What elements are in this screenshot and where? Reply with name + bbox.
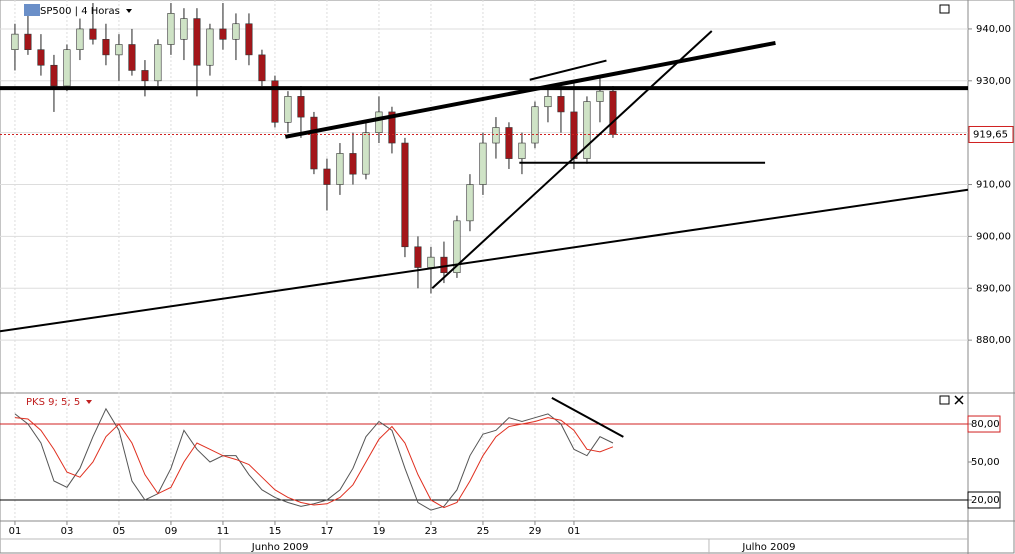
candle-body [375, 111, 383, 133]
candle-body [76, 28, 84, 50]
indicator-title[interactable]: PKS 9; 5; 5 [26, 397, 80, 408]
maximize-button[interactable] [939, 395, 950, 405]
candle-body [518, 142, 526, 159]
trendline [431, 30, 713, 290]
y-tick-label: 890,00 [976, 283, 1011, 294]
maximize-button[interactable] [939, 4, 950, 14]
candle-body [492, 127, 500, 144]
x-tick-label: 01 [9, 526, 22, 537]
y-tick-label: 20,00 [971, 495, 1000, 506]
candle-body [310, 116, 318, 170]
level-box [967, 491, 1001, 509]
y-tick-label: 930,00 [976, 76, 1011, 87]
candle-body [154, 44, 162, 82]
candle-body [284, 96, 292, 123]
x-tick-label: 03 [61, 526, 74, 537]
candle-body [115, 44, 123, 56]
candle-body [89, 28, 97, 40]
candle-body [336, 153, 344, 185]
candle-body [388, 111, 396, 144]
candle-body [63, 49, 71, 87]
candle-body [596, 90, 604, 102]
y-tick-label: 80,00 [971, 419, 1000, 430]
close-button[interactable] [954, 395, 964, 405]
x-tick-label: 09 [165, 526, 178, 537]
candle-body [24, 33, 32, 50]
y-tick-label: 910,00 [976, 180, 1011, 191]
candle-body [505, 127, 513, 159]
dropdown-arrow[interactable] [86, 400, 92, 404]
candle-body [479, 142, 487, 185]
candle-body [557, 96, 565, 113]
oscillator-line [14, 407, 614, 511]
candle-body [323, 168, 331, 185]
x-tick-label: 19 [373, 526, 386, 537]
trendline [529, 59, 607, 81]
month-label: Julho 2009 [741, 542, 795, 553]
candle-body [167, 13, 175, 45]
chart-title[interactable]: SP500 | 4 Horas [40, 6, 120, 17]
symbol-icon [24, 4, 40, 16]
y-tick-label: 880,00 [976, 335, 1011, 346]
oscillator-line [14, 417, 614, 509]
month-label: Junho 2009 [251, 542, 309, 553]
y-tick-label: 50,00 [971, 457, 1000, 468]
candle-body [531, 106, 539, 144]
candle-body [466, 184, 474, 222]
candle-body [583, 101, 591, 159]
x-tick-label: 29 [529, 526, 542, 537]
candle-body [193, 18, 201, 66]
candle-body [50, 64, 58, 87]
x-tick-label: 23 [425, 526, 438, 537]
dropdown-arrow[interactable] [126, 9, 132, 13]
candle-body [128, 44, 136, 71]
candle-body [258, 54, 266, 82]
x-tick-label: 17 [321, 526, 334, 537]
candle-body [349, 153, 357, 175]
candle-body [206, 28, 214, 66]
y-tick-label: 940,00 [976, 24, 1011, 35]
marks [0, 3, 969, 511]
candle-body [141, 70, 149, 82]
candle-body [37, 49, 45, 66]
candle-body [271, 80, 279, 123]
level-box [967, 415, 1001, 433]
x-tick-label: 11 [217, 526, 230, 537]
candle-body [401, 142, 409, 248]
x-tick-label: 01 [568, 526, 581, 537]
candle-body [453, 220, 461, 274]
candle-body [427, 256, 435, 268]
candle-body [102, 39, 110, 56]
candle-body [609, 90, 617, 135]
candle-body [297, 96, 305, 118]
last-price-box [968, 125, 1014, 143]
last-price-label: 919,65 [973, 129, 1008, 140]
candle-body [440, 256, 448, 274]
trendline [551, 397, 624, 438]
candle-body [180, 18, 188, 40]
candle-body [219, 28, 227, 40]
x-tick-label: 05 [113, 526, 126, 537]
x-tick-label: 25 [477, 526, 490, 537]
trendline [284, 40, 776, 139]
candle-body [414, 246, 422, 268]
x-tick-label: 15 [269, 526, 282, 537]
candle-body [362, 132, 370, 175]
candle-body [570, 111, 578, 159]
candle-body [544, 96, 552, 108]
trendline [0, 188, 969, 333]
candle-body [11, 33, 19, 50]
candle-body [245, 23, 253, 56]
candle-body [232, 23, 240, 40]
y-tick-label: 900,00 [976, 231, 1011, 242]
